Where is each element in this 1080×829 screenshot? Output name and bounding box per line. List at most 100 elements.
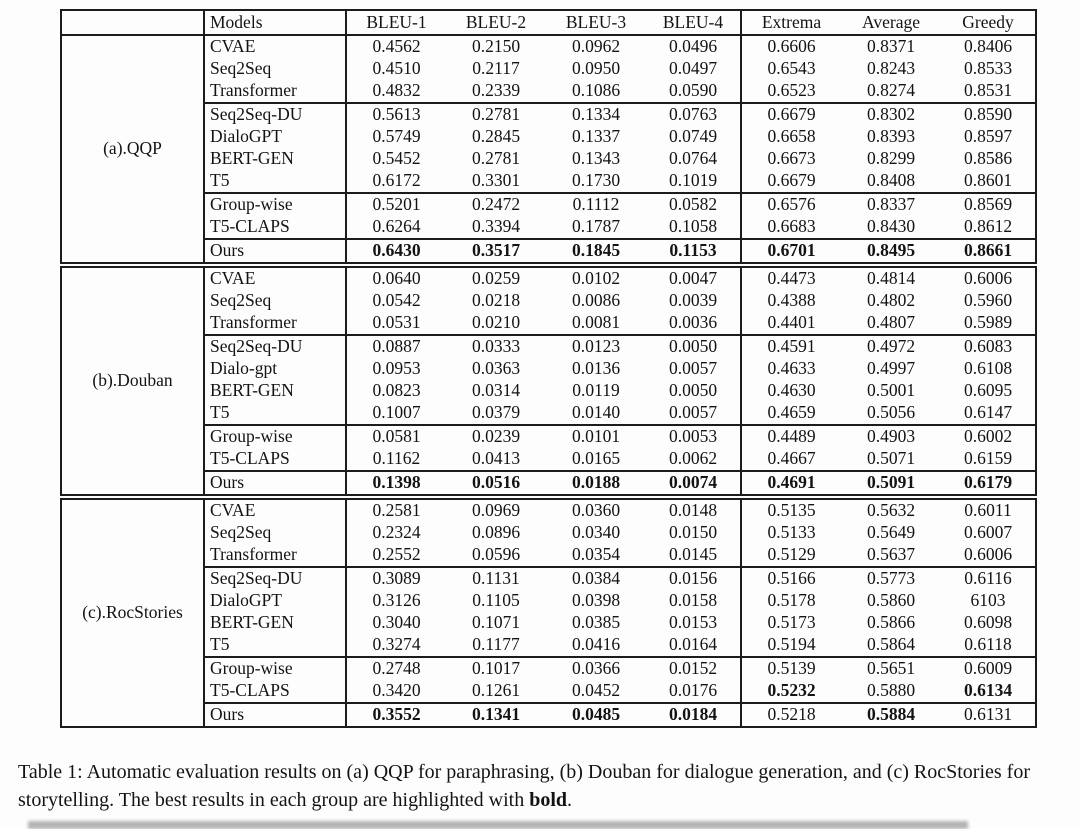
model-name-cell: Seq2Seq-DU	[204, 334, 347, 358]
value-cell: 0.0340	[571, 522, 621, 543]
value-cell: 0.6002	[941, 424, 1036, 448]
value-cell: 0.5129	[767, 544, 816, 565]
column-header-greedy: Greedy	[941, 10, 1036, 36]
model-name-cell: Seq2Seq	[204, 58, 347, 80]
value-cell: 0.6134	[963, 680, 1013, 701]
table-row: Transformer 0.2552 0.0596 0.0354 0.0145 0.512…	[61, 544, 1036, 567]
table-caption: Table 1: Automatic evaluation results on…	[18, 758, 1066, 814]
value-cell: 0.1058	[646, 216, 742, 239]
value-cell: 0.4388	[767, 290, 816, 311]
value-cell: 0.0763	[646, 102, 742, 126]
group-label: (b).Douban	[61, 262, 205, 497]
value-cell: 0.6543	[767, 58, 816, 79]
value-cell: 0.0640	[346, 262, 446, 290]
value-cell: 0.1086	[571, 80, 621, 101]
value-cell: 0.0148	[646, 494, 742, 522]
model-name-cell: T5	[204, 170, 347, 193]
model-name-cell: BERT-GEN	[204, 148, 347, 170]
value-cell: 0.1105	[472, 590, 520, 611]
value-cell: 0.0176	[646, 680, 742, 703]
value-cell: 0.5749	[372, 126, 421, 147]
value-cell: 0.8243	[866, 58, 916, 79]
value-cell: 0.1337	[571, 126, 621, 147]
value-cell: 0.0153	[646, 612, 742, 634]
table-row: BERT-GEN 0.5452 0.2781 0.1343 0.0764 0.6673 0.…	[61, 148, 1036, 170]
value-cell: 0.6118	[964, 634, 1012, 655]
value-cell: 0.0496	[646, 35, 742, 58]
value-cell: 0.0102	[546, 262, 646, 290]
table-row: DialoGPT 0.5749 0.2845 0.1337 0.0749 0.6658 0.…	[61, 126, 1036, 148]
value-cell: 0.1177	[472, 634, 520, 655]
value-cell: 0.1153	[646, 238, 742, 265]
value-cell: 0.5613	[346, 102, 446, 126]
value-cell: 0.4510	[372, 58, 421, 79]
table-row: Dialo-gpt 0.0953 0.0363 0.0136 0.0057 0.4633 0…	[61, 358, 1036, 380]
value-cell: 0.0452	[571, 680, 621, 701]
value-cell: 0.5884	[841, 702, 941, 727]
value-cell: 0.5232	[767, 680, 816, 701]
value-cell: 0.8597	[963, 126, 1013, 147]
model-name-cell: CVAE	[204, 35, 347, 58]
value-cell: 0.2324	[372, 522, 421, 543]
value-cell: 0.0764	[646, 148, 742, 170]
value-cell: 0.1341	[446, 702, 546, 727]
table-row: Ours 0.6430 0.3517 0.1845 0.1153 0.6701 0.8495…	[61, 238, 1036, 265]
value-cell: 0.1112	[546, 192, 646, 216]
value-cell: 0.2845	[471, 126, 521, 147]
value-cell: 0.2117	[472, 58, 520, 79]
value-cell: 0.4667	[767, 448, 816, 469]
value-cell: 0.0136	[571, 358, 621, 379]
value-cell: 0.0749	[646, 126, 742, 148]
value-cell: 0.6658	[767, 126, 816, 147]
value-cell: 0.5071	[866, 448, 916, 469]
value-cell: 0.1261	[471, 680, 521, 701]
value-cell: 0.5201	[346, 192, 446, 216]
value-cell: 0.5139	[741, 656, 841, 680]
value-cell: 0.5864	[866, 634, 916, 655]
model-name-cell: Transformer	[204, 80, 347, 103]
value-cell: 0.6083	[941, 334, 1036, 358]
value-cell: 0.4633	[767, 358, 816, 379]
value-cell: 0.6116	[941, 566, 1036, 590]
value-cell: 0.1343	[571, 148, 621, 169]
value-cell: 0.2781	[446, 102, 546, 126]
value-cell: 0.2339	[471, 80, 521, 101]
value-cell: 0.6159	[963, 448, 1013, 469]
value-cell: 0.0239	[446, 424, 546, 448]
value-cell: 0.5194	[767, 634, 816, 655]
value-cell: 0.8274	[866, 80, 916, 101]
value-cell: 0.5218	[741, 702, 841, 727]
value-cell: 0.6131	[941, 702, 1036, 727]
table-row: (c).RocStories CVAE 0.2581 0.0969 0.0360 0.01…	[61, 494, 1036, 727]
value-cell: 0.3420	[372, 680, 421, 701]
column-header-bleu2: BLEU-2	[446, 10, 546, 36]
value-cell: 0.4591	[741, 334, 841, 358]
value-cell: 0.6679	[767, 170, 816, 191]
value-cell: 0.5651	[841, 656, 941, 680]
column-header-average: Average	[841, 10, 941, 36]
value-cell: 0.6095	[963, 380, 1013, 401]
model-name-cell: T5-CLAPS	[204, 680, 347, 703]
value-cell: 0.4401	[767, 312, 816, 333]
value-cell: 0.6147	[963, 402, 1013, 423]
table-header: Models BLEU-1 BLEU-2 BLEU-3 BLEU-4 Extre…	[61, 10, 1036, 36]
model-name-cell: Group-wise	[204, 656, 347, 680]
value-cell: 0.0354	[571, 544, 621, 565]
value-cell: 0.6264	[372, 216, 421, 237]
value-cell: 0.8299	[866, 148, 916, 169]
value-cell: 0.3552	[346, 702, 446, 727]
value-cell: 0.2150	[471, 36, 521, 57]
value-cell: 0.0188	[546, 470, 646, 497]
model-name-cell: DialoGPT	[204, 590, 347, 612]
value-cell: 6103	[970, 590, 1006, 611]
model-name-cell: Seq2Seq	[204, 522, 347, 544]
value-cell: 0.6523	[767, 80, 816, 101]
value-cell: 0.1787	[571, 216, 621, 237]
value-cell: 0.0896	[471, 522, 521, 543]
value-cell: 0.0887	[346, 334, 446, 358]
value-cell: 0.0210	[471, 312, 521, 333]
value-cell: 0.5649	[866, 522, 916, 543]
value-cell: 0.0062	[646, 448, 742, 471]
value-cell: 0.0385	[571, 612, 621, 633]
value-cell: 0.4489	[741, 424, 841, 448]
